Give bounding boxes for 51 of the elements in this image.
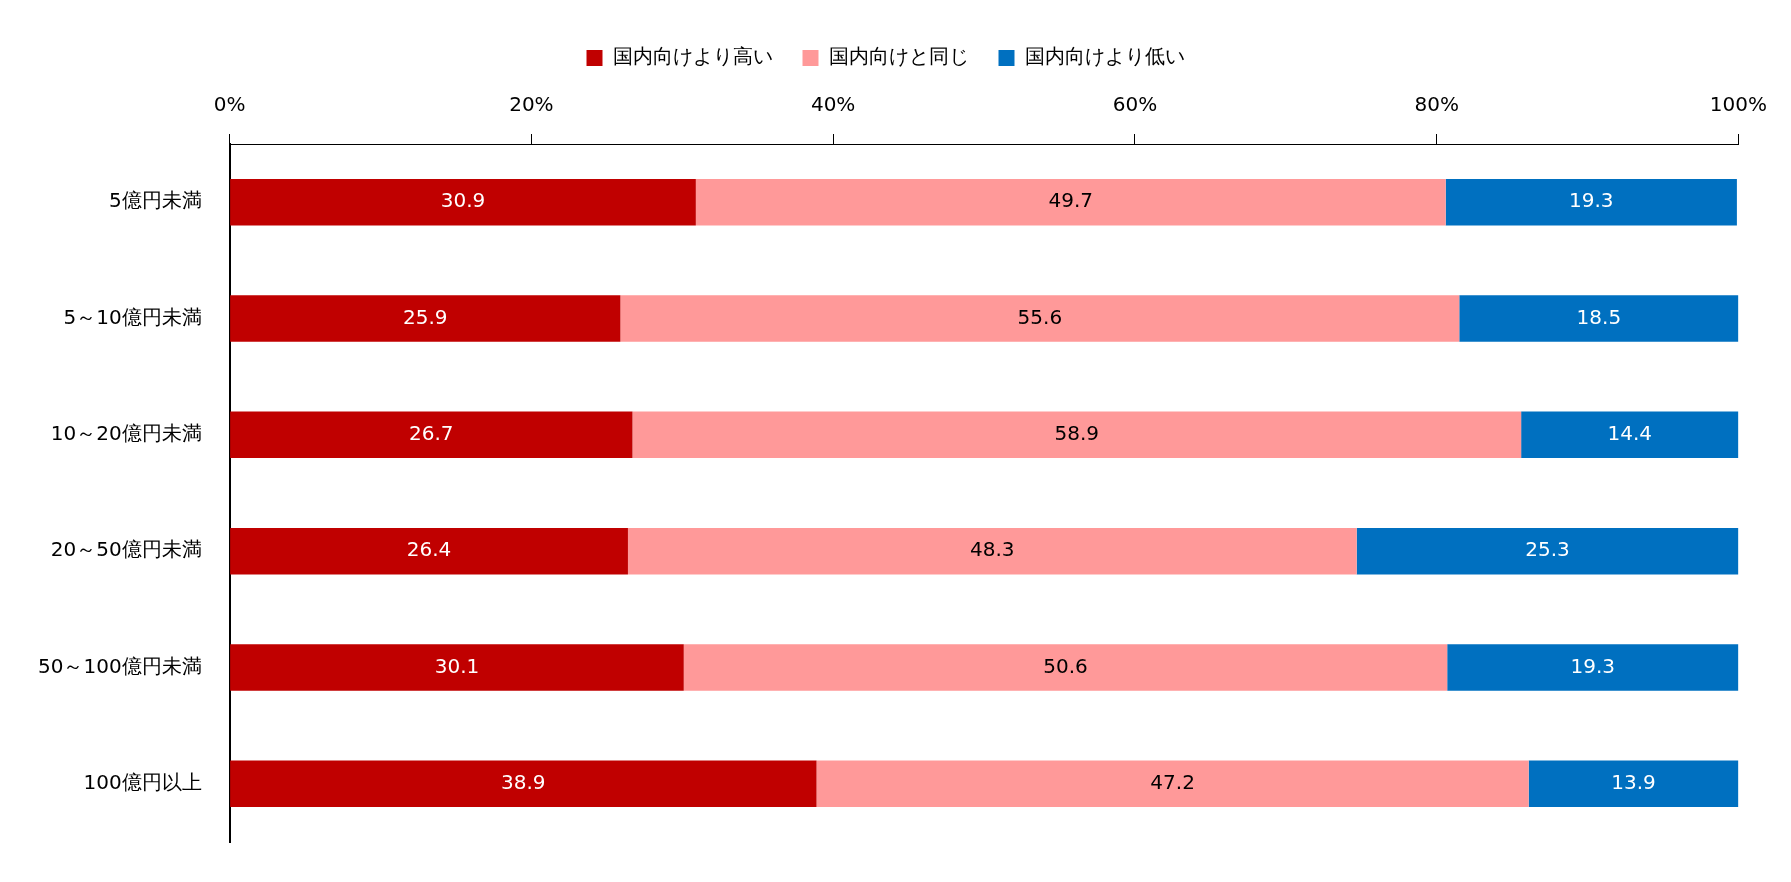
bar: [230, 295, 621, 342]
data-label: 30.1: [434, 653, 480, 678]
data-label: 26.4: [406, 537, 452, 562]
legend-label: 国内向けより低い: [1024, 44, 1185, 69]
y-tick-label: 5億円未満: [108, 188, 202, 213]
data-label: 25.3: [1525, 537, 1570, 562]
bar: [230, 760, 817, 808]
legend-label: 国内向けと同じ: [828, 44, 969, 69]
bar: [230, 527, 628, 575]
y-tick-label: 10～20億円未満: [50, 421, 202, 446]
y-tick-label: 100億円以上: [83, 770, 202, 795]
y-tick-label: 50～100億円未満: [38, 653, 202, 678]
bar: [1528, 760, 1739, 808]
x-tick-label: 20%: [509, 92, 554, 117]
bar: [1521, 411, 1739, 459]
bar: [1445, 178, 1737, 226]
data-label: 55.6: [1017, 304, 1063, 329]
bar: [695, 178, 1446, 226]
bar: [1356, 527, 1739, 575]
bar: [627, 527, 1357, 575]
y-tick-label: 5～10億円未満: [63, 304, 202, 329]
bar: [683, 644, 1448, 691]
bar: [620, 295, 1460, 342]
data-label: 14.4: [1607, 421, 1653, 446]
bar: [230, 644, 684, 691]
data-label: 19.3: [1570, 653, 1616, 678]
data-label: 18.5: [1576, 304, 1622, 329]
y-tick-label: 20～50億円未満: [50, 537, 202, 562]
data-label: 26.7: [409, 421, 454, 446]
data-label: 47.2: [1150, 770, 1195, 795]
bar: [230, 178, 696, 226]
x-tick-label: 100%: [1709, 92, 1767, 117]
legend-label: 国内向けより高い: [612, 44, 773, 69]
x-tick-label: 0%: [213, 92, 246, 117]
x-tick-label: 40%: [810, 92, 856, 117]
bar: [1459, 295, 1739, 342]
data-label: 50.6: [1043, 653, 1088, 678]
bar: [632, 411, 1522, 459]
data-label: 25.9: [403, 304, 448, 329]
data-label: 58.9: [1054, 421, 1100, 446]
data-label: 48.3: [970, 537, 1015, 562]
data-label: 19.3: [1569, 188, 1614, 213]
data-label: 13.9: [1611, 770, 1656, 795]
bar: [1447, 644, 1739, 691]
data-label: 30.9: [440, 188, 486, 213]
bar: [816, 760, 1529, 808]
data-label: 38.9: [501, 770, 546, 795]
data-label: 49.7: [1048, 188, 1094, 213]
x-tick-label: 60%: [1112, 92, 1158, 117]
x-tick-label: 80%: [1414, 92, 1459, 117]
bar: [230, 411, 633, 459]
